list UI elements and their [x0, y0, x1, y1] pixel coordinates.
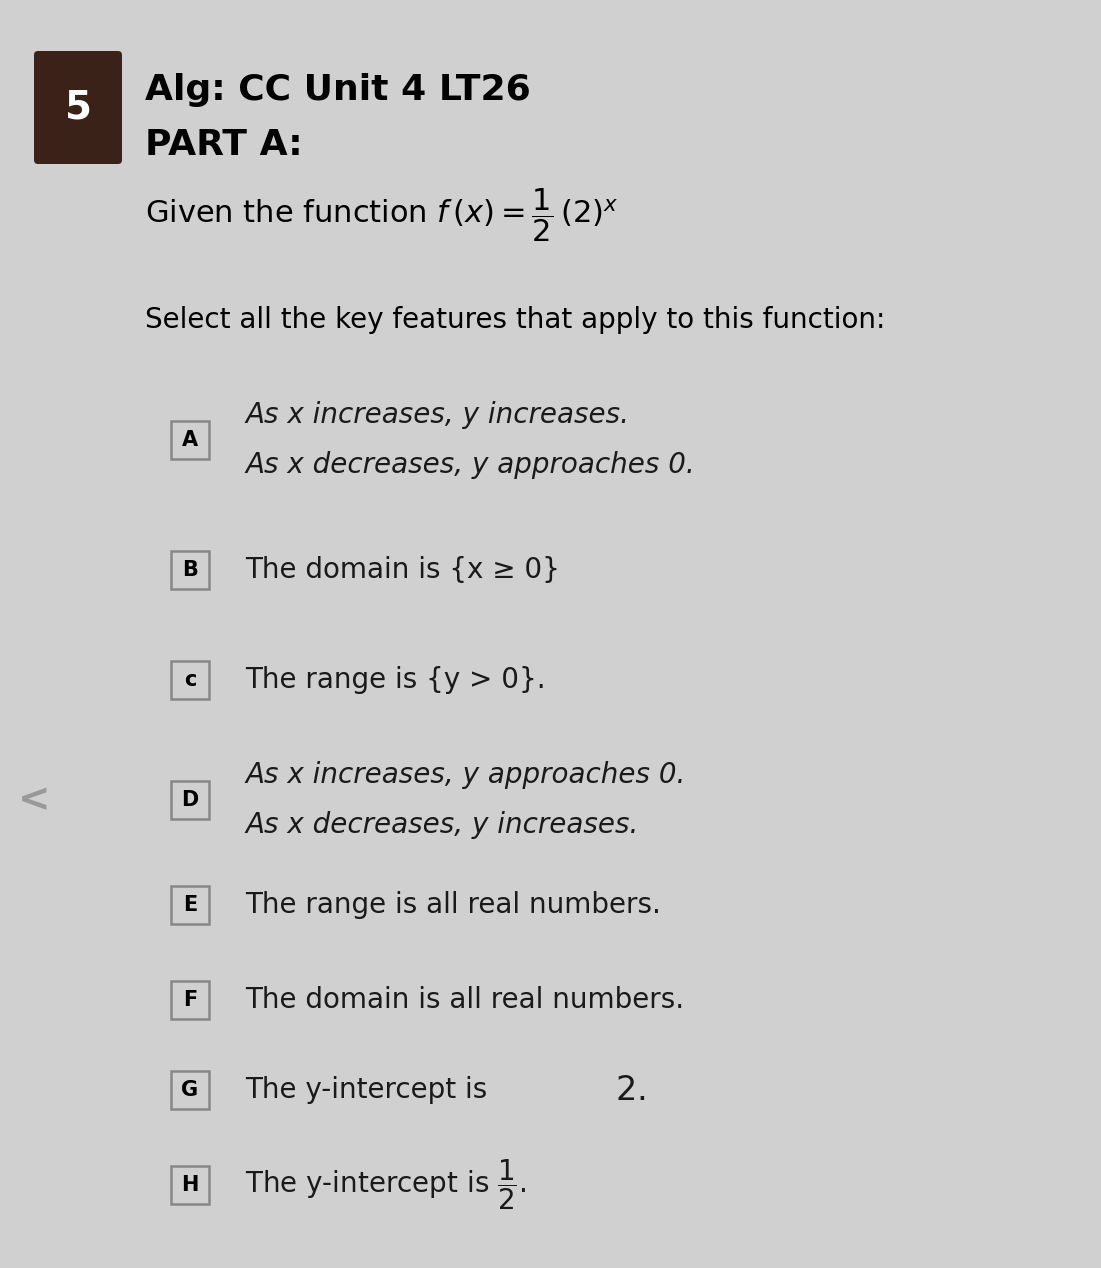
- Text: The range is all real numbers.: The range is all real numbers.: [246, 891, 661, 919]
- FancyBboxPatch shape: [34, 51, 122, 164]
- FancyBboxPatch shape: [171, 886, 209, 924]
- FancyBboxPatch shape: [171, 1071, 209, 1110]
- Text: G: G: [182, 1080, 198, 1101]
- Text: 5: 5: [65, 89, 91, 127]
- Text: Given the function $f\,(x) = \dfrac{1}{2}\,(2)^x$: Given the function $f\,(x) = \dfrac{1}{2…: [145, 186, 619, 243]
- Text: As x increases, y increases.: As x increases, y increases.: [246, 401, 629, 429]
- Text: <: <: [18, 781, 51, 819]
- Text: B: B: [182, 560, 198, 579]
- Text: H: H: [182, 1175, 198, 1194]
- FancyBboxPatch shape: [171, 981, 209, 1019]
- Text: PART A:: PART A:: [145, 128, 303, 162]
- Text: D: D: [182, 790, 198, 810]
- Text: The range is {y > 0}.: The range is {y > 0}.: [246, 666, 546, 694]
- Text: The domain is {x ≥ 0}: The domain is {x ≥ 0}: [246, 555, 560, 585]
- Text: The domain is all real numbers.: The domain is all real numbers.: [246, 987, 684, 1014]
- Text: c: c: [184, 670, 196, 690]
- FancyBboxPatch shape: [171, 421, 209, 459]
- FancyBboxPatch shape: [171, 1167, 209, 1205]
- Text: Select all the key features that apply to this function:: Select all the key features that apply t…: [145, 306, 885, 333]
- Text: As x increases, y approaches 0.: As x increases, y approaches 0.: [246, 761, 686, 789]
- FancyBboxPatch shape: [171, 552, 209, 590]
- Text: As x decreases, y approaches 0.: As x decreases, y approaches 0.: [246, 451, 695, 479]
- Text: The y-intercept is $\dfrac{1}{2}$.: The y-intercept is $\dfrac{1}{2}$.: [246, 1158, 526, 1212]
- FancyBboxPatch shape: [171, 661, 209, 699]
- Text: Alg: CC Unit 4 LT26: Alg: CC Unit 4 LT26: [145, 74, 531, 107]
- Text: A: A: [182, 430, 198, 450]
- FancyBboxPatch shape: [171, 781, 209, 819]
- Text: As x decreases, y increases.: As x decreases, y increases.: [246, 812, 639, 839]
- Text: F: F: [183, 990, 197, 1011]
- Text: $2$.: $2$.: [615, 1074, 645, 1107]
- Text: E: E: [183, 895, 197, 915]
- Text: The y-intercept is: The y-intercept is: [246, 1077, 497, 1104]
